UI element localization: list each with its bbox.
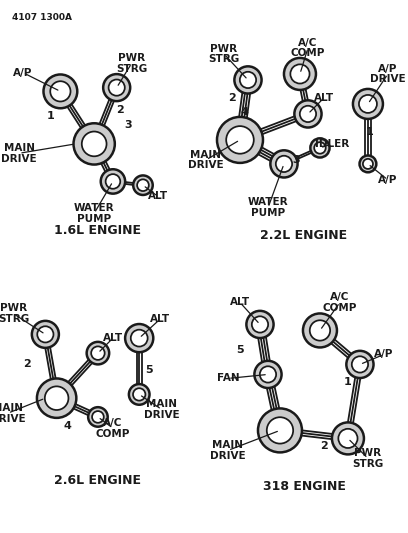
Circle shape <box>50 81 71 101</box>
Text: IDLER: IDLER <box>315 139 349 149</box>
Text: PWR
STRG: PWR STRG <box>208 44 239 64</box>
Text: 4: 4 <box>240 107 248 117</box>
Circle shape <box>88 407 108 427</box>
Text: ALT: ALT <box>230 297 250 308</box>
Circle shape <box>131 330 148 346</box>
Circle shape <box>338 429 357 448</box>
Circle shape <box>133 388 145 401</box>
Text: MAIN
DRIVE: MAIN DRIVE <box>0 403 26 424</box>
Text: ALT: ALT <box>150 314 170 325</box>
Text: 1.6L ENGINE: 1.6L ENGINE <box>54 224 142 237</box>
Text: PWR
STRG: PWR STRG <box>0 303 29 324</box>
Circle shape <box>125 324 153 352</box>
Text: 2: 2 <box>320 441 328 451</box>
Circle shape <box>300 106 316 122</box>
Text: 4: 4 <box>64 421 72 431</box>
Circle shape <box>267 417 293 443</box>
Circle shape <box>254 361 282 388</box>
Circle shape <box>86 342 109 365</box>
Text: PWR
STRG: PWR STRG <box>116 53 147 74</box>
Circle shape <box>353 89 383 119</box>
Text: A/P
DRIVE: A/P DRIVE <box>370 63 406 84</box>
Text: ALT: ALT <box>103 333 123 343</box>
Circle shape <box>310 320 330 341</box>
Text: MAIN
DRIVE: MAIN DRIVE <box>144 399 180 420</box>
Circle shape <box>258 408 302 453</box>
Circle shape <box>363 159 373 169</box>
Circle shape <box>82 132 106 156</box>
Circle shape <box>44 75 77 108</box>
Text: WATER
PUMP: WATER PUMP <box>248 198 288 219</box>
Circle shape <box>101 169 125 193</box>
Circle shape <box>37 326 53 343</box>
Text: 1: 1 <box>344 377 352 387</box>
Circle shape <box>314 142 326 154</box>
Text: MAIN
DRIVE: MAIN DRIVE <box>1 143 37 164</box>
Circle shape <box>129 384 150 405</box>
Text: A/P: A/P <box>374 350 394 359</box>
Circle shape <box>271 150 297 177</box>
Text: MAIN
DRIVE: MAIN DRIVE <box>188 149 224 171</box>
Text: A/C
COMP: A/C COMP <box>323 292 357 313</box>
Circle shape <box>294 100 322 127</box>
Circle shape <box>240 72 256 88</box>
Text: WATER
PUMP: WATER PUMP <box>74 203 115 224</box>
Text: 3: 3 <box>124 120 132 130</box>
Text: 3: 3 <box>292 155 300 165</box>
Text: PWR
STRG: PWR STRG <box>353 448 384 469</box>
Circle shape <box>133 175 153 195</box>
Circle shape <box>332 423 364 455</box>
Circle shape <box>106 174 120 189</box>
Circle shape <box>252 316 268 333</box>
Circle shape <box>73 123 115 165</box>
Text: 1: 1 <box>366 127 374 137</box>
Text: ALT: ALT <box>148 191 168 201</box>
Circle shape <box>91 346 105 360</box>
Circle shape <box>246 311 274 338</box>
Text: FAN: FAN <box>217 374 239 383</box>
Circle shape <box>103 74 130 101</box>
Circle shape <box>359 95 377 113</box>
Circle shape <box>260 366 276 383</box>
Circle shape <box>92 411 104 423</box>
Circle shape <box>226 126 254 154</box>
Text: 1: 1 <box>47 111 55 121</box>
Text: 2: 2 <box>117 105 124 115</box>
Circle shape <box>45 386 69 410</box>
Circle shape <box>303 313 337 348</box>
Circle shape <box>346 351 374 378</box>
Text: 4107 1300A: 4107 1300A <box>12 13 72 22</box>
Text: 2: 2 <box>228 93 236 103</box>
Text: A/C
COMP: A/C COMP <box>291 37 325 58</box>
Text: 2: 2 <box>23 359 31 369</box>
Text: 2.6L ENGINE: 2.6L ENGINE <box>54 474 142 487</box>
Text: 2.2L ENGINE: 2.2L ENGINE <box>260 229 348 243</box>
Circle shape <box>352 356 368 373</box>
Text: 318 ENGINE: 318 ENGINE <box>262 480 346 493</box>
Circle shape <box>359 156 376 172</box>
Circle shape <box>32 321 59 348</box>
Circle shape <box>37 378 76 418</box>
Text: ALT: ALT <box>314 93 334 103</box>
Text: A/P: A/P <box>378 175 398 185</box>
Text: 5: 5 <box>236 345 244 356</box>
Circle shape <box>109 79 125 96</box>
Circle shape <box>284 58 316 90</box>
Text: A/P: A/P <box>13 68 33 78</box>
Text: MAIN
DRIVE: MAIN DRIVE <box>210 440 246 461</box>
Circle shape <box>310 138 330 158</box>
Text: A/C
COMP: A/C COMP <box>96 418 130 439</box>
Circle shape <box>276 156 292 172</box>
Circle shape <box>217 117 263 163</box>
Circle shape <box>290 64 310 84</box>
Circle shape <box>137 179 149 191</box>
Circle shape <box>234 66 262 93</box>
Text: 5: 5 <box>145 365 153 375</box>
